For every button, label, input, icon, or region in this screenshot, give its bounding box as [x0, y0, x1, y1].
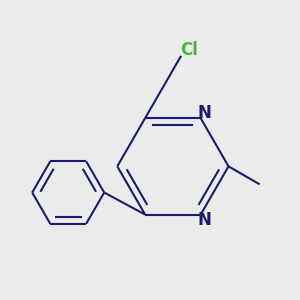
- Text: N: N: [197, 211, 211, 229]
- Text: N: N: [197, 103, 211, 122]
- Text: Cl: Cl: [180, 41, 198, 59]
